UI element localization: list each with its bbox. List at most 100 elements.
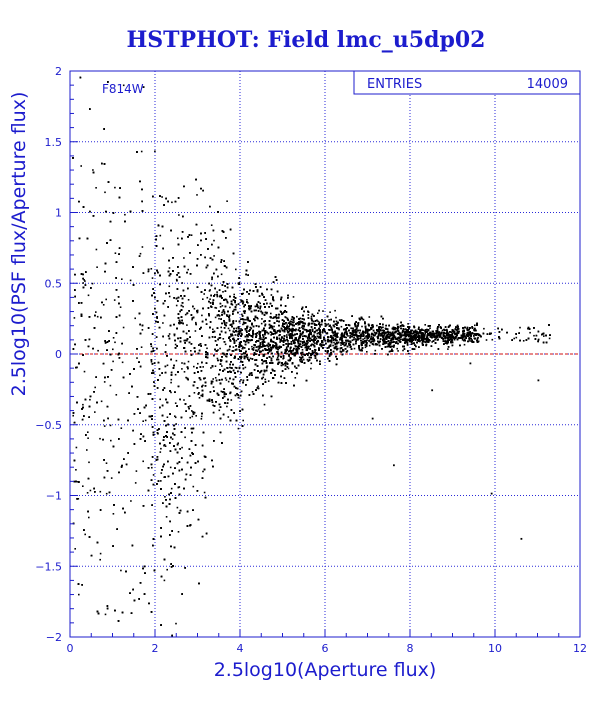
data-point <box>230 399 233 401</box>
data-point <box>338 319 341 321</box>
data-point <box>235 304 238 306</box>
data-point <box>334 309 336 312</box>
data-point <box>342 350 344 352</box>
data-point <box>112 360 114 363</box>
data-point <box>213 255 215 257</box>
data-point <box>187 299 190 301</box>
data-point <box>229 392 231 395</box>
data-point <box>160 472 163 474</box>
data-point <box>73 317 76 319</box>
data-point <box>215 307 218 309</box>
data-point <box>447 338 449 341</box>
data-point <box>230 335 233 337</box>
data-point <box>262 376 264 379</box>
data-point <box>109 384 112 387</box>
data-point <box>401 334 404 336</box>
data-point <box>402 349 404 352</box>
data-point <box>200 394 202 397</box>
data-point <box>312 339 315 341</box>
data-point <box>368 344 371 347</box>
data-point <box>368 316 371 318</box>
data-point <box>328 339 330 342</box>
data-point <box>422 333 425 336</box>
data-point <box>397 350 399 352</box>
data-point <box>242 292 244 295</box>
data-point <box>212 386 215 388</box>
chart-title: HSTPHOT: Field lmc_u5dp02 <box>127 27 486 53</box>
data-point <box>394 328 396 331</box>
data-point <box>281 340 283 342</box>
data-point <box>159 451 162 453</box>
data-point <box>302 342 304 345</box>
data-point <box>471 339 474 342</box>
data-point <box>299 356 301 359</box>
data-point <box>185 376 187 379</box>
data-point <box>164 445 167 447</box>
data-point <box>170 378 173 381</box>
data-point <box>182 305 184 308</box>
data-point <box>290 318 293 321</box>
data-point <box>361 348 363 351</box>
data-point <box>94 411 96 413</box>
data-point <box>286 324 288 326</box>
data-point <box>226 405 228 408</box>
data-point <box>220 326 222 329</box>
data-point <box>183 257 185 259</box>
data-point <box>294 345 296 347</box>
data-point <box>393 341 396 343</box>
data-point <box>354 338 357 340</box>
data-point <box>317 320 319 323</box>
data-points <box>72 76 551 637</box>
data-point <box>251 345 253 348</box>
data-point <box>232 350 235 352</box>
data-point <box>170 391 172 394</box>
data-point <box>113 299 116 301</box>
data-point <box>513 337 515 340</box>
data-point <box>313 342 316 344</box>
data-point <box>299 317 302 320</box>
data-point <box>78 593 80 596</box>
data-point <box>97 349 99 352</box>
data-point <box>373 331 376 334</box>
data-point <box>548 337 551 340</box>
data-point <box>446 336 448 338</box>
data-point <box>355 332 357 334</box>
data-point <box>407 323 409 325</box>
data-point <box>226 315 228 317</box>
data-point <box>477 336 479 339</box>
data-point <box>374 349 377 352</box>
data-point <box>426 341 429 343</box>
data-point <box>396 347 398 350</box>
data-point <box>168 295 171 298</box>
data-point <box>301 360 303 362</box>
data-point <box>164 496 166 498</box>
data-point <box>427 338 429 340</box>
data-point <box>440 336 442 339</box>
data-point <box>227 327 230 330</box>
data-point <box>87 294 90 297</box>
data-point <box>193 392 196 394</box>
data-point <box>210 367 212 369</box>
data-point <box>151 277 154 279</box>
data-point <box>287 350 290 353</box>
data-point <box>452 329 455 332</box>
data-point <box>166 364 169 367</box>
data-point <box>224 343 227 346</box>
data-point <box>491 338 494 341</box>
data-point <box>322 310 324 312</box>
data-point <box>357 323 360 326</box>
data-point <box>435 330 437 332</box>
data-point <box>203 293 205 295</box>
data-point <box>363 334 365 336</box>
data-point <box>279 341 281 343</box>
data-point <box>235 320 237 322</box>
data-point <box>338 327 340 329</box>
data-point <box>166 568 168 571</box>
data-point <box>95 248 98 251</box>
data-point <box>336 339 338 342</box>
data-point <box>84 280 86 282</box>
data-point <box>187 268 189 271</box>
data-point <box>330 326 332 328</box>
data-point <box>394 338 396 340</box>
data-point <box>165 516 168 518</box>
